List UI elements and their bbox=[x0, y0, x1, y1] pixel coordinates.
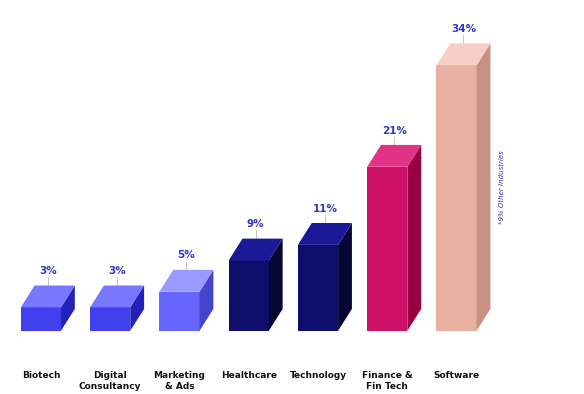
Text: 5%: 5% bbox=[178, 251, 195, 260]
Polygon shape bbox=[367, 145, 421, 167]
Polygon shape bbox=[477, 43, 491, 331]
Polygon shape bbox=[200, 270, 213, 331]
Polygon shape bbox=[436, 43, 491, 65]
Polygon shape bbox=[298, 223, 352, 245]
Polygon shape bbox=[21, 307, 61, 331]
Text: 3%: 3% bbox=[39, 266, 57, 276]
Text: 21%: 21% bbox=[382, 126, 406, 136]
Polygon shape bbox=[228, 239, 283, 260]
Polygon shape bbox=[298, 245, 338, 331]
Polygon shape bbox=[159, 292, 200, 331]
Text: Healthcare: Healthcare bbox=[221, 372, 277, 380]
Text: Technology: Technology bbox=[290, 372, 346, 380]
Polygon shape bbox=[228, 260, 269, 331]
Polygon shape bbox=[21, 286, 75, 307]
Text: 3%: 3% bbox=[108, 266, 126, 276]
Text: *9% Other Industries: *9% Other Industries bbox=[499, 150, 505, 224]
Polygon shape bbox=[367, 167, 408, 331]
Text: Finance &
Fin Tech: Finance & Fin Tech bbox=[362, 372, 413, 391]
Text: 11%: 11% bbox=[312, 204, 338, 214]
Text: Digital
Consultancy: Digital Consultancy bbox=[79, 372, 141, 391]
Text: 34%: 34% bbox=[451, 24, 476, 34]
Text: Biotech: Biotech bbox=[22, 372, 60, 380]
Polygon shape bbox=[90, 286, 144, 307]
Text: 9%: 9% bbox=[247, 219, 265, 229]
Polygon shape bbox=[61, 286, 75, 331]
Text: Marketing
& Ads: Marketing & Ads bbox=[154, 372, 206, 391]
Text: Software: Software bbox=[433, 372, 479, 380]
Polygon shape bbox=[338, 223, 352, 331]
Polygon shape bbox=[90, 307, 130, 331]
Polygon shape bbox=[408, 145, 421, 331]
Polygon shape bbox=[159, 270, 213, 292]
Polygon shape bbox=[130, 286, 144, 331]
Polygon shape bbox=[269, 239, 283, 331]
Polygon shape bbox=[436, 65, 477, 331]
